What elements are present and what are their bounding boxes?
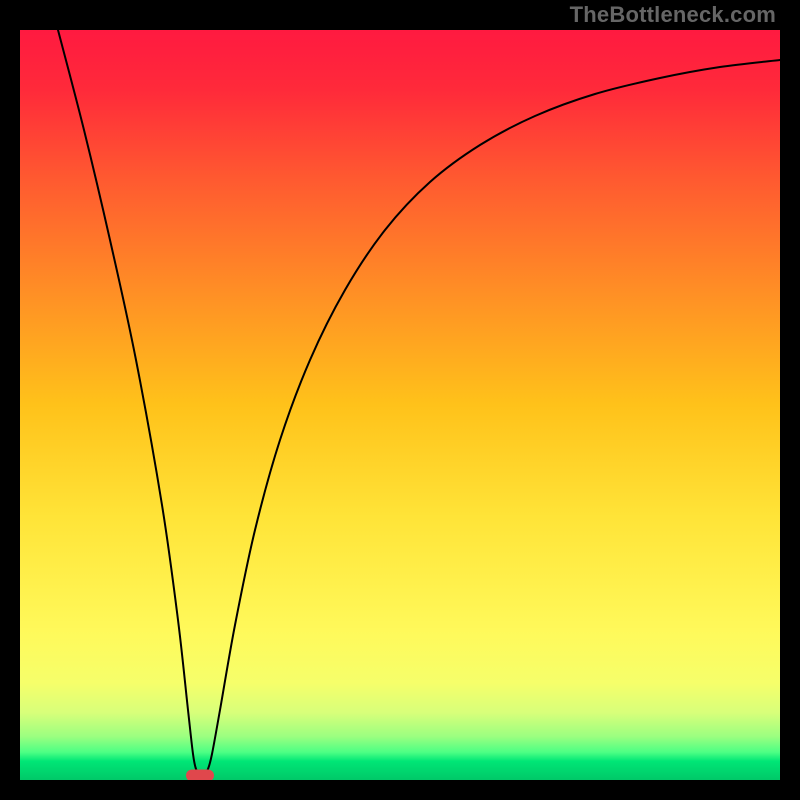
gradient-background	[20, 30, 780, 780]
watermark-text: TheBottleneck.com	[570, 2, 776, 28]
minimum-marker	[186, 770, 214, 781]
plot-area	[20, 30, 780, 780]
